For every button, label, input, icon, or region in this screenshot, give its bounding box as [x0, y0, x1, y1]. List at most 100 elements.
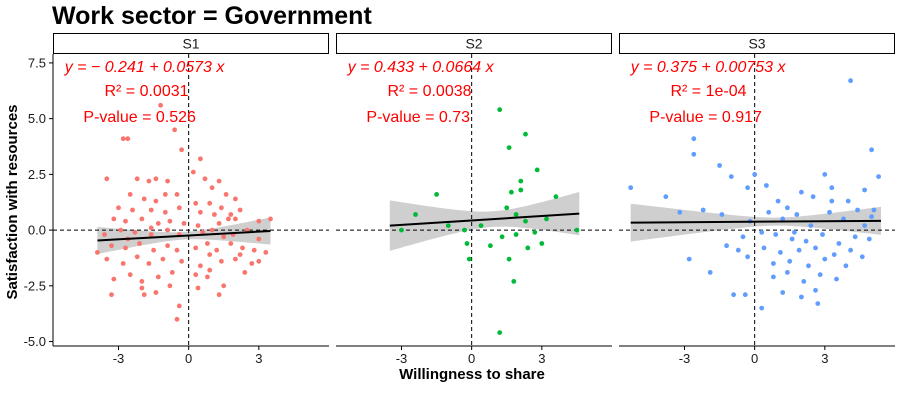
- data-point: [831, 252, 837, 257]
- data-point: [700, 207, 706, 213]
- data-point: [123, 218, 128, 224]
- data-point: [179, 258, 185, 264]
- data-point: [172, 127, 178, 133]
- data-point: [125, 136, 131, 142]
- data-point: [193, 272, 199, 278]
- data-point: [794, 212, 800, 217]
- data-point: [127, 192, 133, 197]
- y-axis-title: Satisfaction with resources: [4, 104, 21, 299]
- y-tick-label: -2.5: [24, 278, 46, 293]
- data-point: [148, 225, 154, 231]
- x-axis-s2: -3 0 3: [336, 345, 612, 366]
- data-point: [212, 212, 217, 217]
- facet-strip-label: S3: [748, 36, 765, 52]
- data-point: [677, 209, 683, 215]
- equation-label: y = 0.375 + 0.00753 x: [630, 59, 787, 76]
- data-point: [466, 256, 472, 262]
- data-point: [801, 279, 807, 284]
- data-point: [827, 209, 832, 215]
- data-point: [205, 274, 210, 280]
- data-point: [174, 316, 180, 322]
- data-point: [534, 167, 540, 173]
- y-tick-label: -5.0: [24, 334, 46, 349]
- data-point: [167, 283, 173, 289]
- data-point: [176, 205, 182, 211]
- data-point: [792, 229, 797, 235]
- data-point: [445, 223, 451, 229]
- data-point: [574, 227, 580, 233]
- data-point: [778, 250, 783, 255]
- data-point: [137, 241, 142, 246]
- data-point: [808, 223, 814, 229]
- chart-title: Work sector = Government: [52, 2, 372, 30]
- data-point: [223, 192, 229, 197]
- data-point: [134, 254, 140, 260]
- data-point: [216, 221, 222, 226]
- data-point: [130, 207, 135, 213]
- y-tick-label: 0.0: [28, 223, 46, 238]
- data-point: [822, 172, 828, 177]
- data-point: [221, 234, 227, 240]
- data-point: [848, 247, 853, 253]
- data-point: [141, 292, 147, 298]
- data-point: [488, 243, 493, 249]
- data-point: [759, 305, 765, 311]
- data-point: [165, 227, 171, 233]
- data-point: [256, 218, 262, 224]
- data-point: [799, 189, 804, 195]
- data-point: [190, 169, 196, 175]
- data-point: [803, 238, 809, 244]
- points: [399, 107, 580, 335]
- data-point: [256, 236, 262, 242]
- data-point: [523, 218, 528, 224]
- data-point: [146, 178, 152, 184]
- data-point: [434, 192, 439, 197]
- data-point: [120, 261, 126, 266]
- data-point: [513, 232, 519, 237]
- data-point: [852, 234, 858, 240]
- data-point: [504, 205, 510, 211]
- data-point: [111, 276, 117, 282]
- data-point: [780, 290, 786, 295]
- data-point: [745, 254, 750, 260]
- data-point: [876, 174, 881, 180]
- data-point: [740, 234, 746, 240]
- facet-strip: [53, 33, 329, 54]
- x-tick-label: 3: [821, 351, 828, 366]
- data-point: [214, 247, 220, 253]
- data-point: [111, 216, 117, 222]
- data-point: [148, 232, 154, 237]
- data-point: [249, 261, 255, 266]
- data-point: [752, 172, 758, 177]
- p-value-label: P-value = 0.73: [366, 109, 470, 126]
- data-point: [207, 267, 213, 273]
- data-point: [216, 292, 222, 298]
- data-point: [263, 250, 269, 255]
- data-point: [233, 216, 238, 222]
- data-point: [464, 241, 470, 246]
- data-point: [785, 270, 790, 275]
- data-point: [216, 178, 222, 184]
- x-tick-label: -3: [113, 351, 125, 366]
- data-point: [202, 176, 208, 182]
- data-point: [198, 156, 203, 162]
- regression-line: [630, 219, 881, 224]
- data-point: [691, 151, 697, 157]
- data-point: [200, 229, 206, 235]
- data-point: [848, 78, 853, 84]
- x-axis-s3: -3 0 3: [619, 345, 895, 366]
- data-point: [413, 212, 418, 217]
- data-point: [787, 258, 793, 264]
- data-point: [226, 216, 231, 222]
- data-point: [95, 250, 100, 255]
- data-point: [118, 227, 124, 233]
- data-point: [719, 212, 725, 217]
- data-point: [724, 243, 729, 249]
- data-point: [717, 163, 722, 168]
- data-point: [219, 205, 224, 211]
- data-point: [139, 279, 145, 284]
- data-point: [628, 185, 634, 191]
- data-point: [195, 285, 201, 291]
- y-tick-label: 2.5: [28, 167, 46, 182]
- data-point: [834, 276, 839, 282]
